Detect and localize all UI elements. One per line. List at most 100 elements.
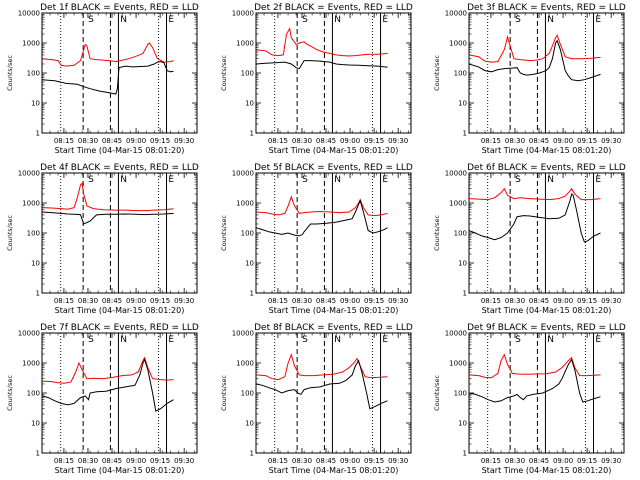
- marker-label: E: [168, 175, 174, 185]
- x-tick-label: 08:30: [505, 457, 525, 465]
- panel-8: Det 8f BLACK = Events, RED = LLD Counts/s…: [220, 323, 413, 475]
- panel-title: Det 2f BLACK = Events, RED = LLD: [254, 3, 413, 13]
- marker-label: S: [515, 335, 521, 345]
- y-tick-label: 10000: [445, 10, 467, 18]
- x-tick-label: 09:30: [601, 297, 621, 305]
- events-series-line: [256, 60, 388, 70]
- panel-1: Det 1f BLACK = Events, RED = LLD Counts/s…: [6, 3, 199, 155]
- x-tick-label: 09:30: [174, 137, 194, 145]
- x-axis-label: Start Time (04-Mar-15 08:01:20): [269, 146, 399, 155]
- x-tick-label: 08:30: [78, 137, 98, 145]
- x-tick-label: 08:45: [102, 457, 122, 465]
- y-tick-label: 1000: [449, 360, 467, 368]
- lld-series-line: [469, 187, 601, 201]
- plot-frame: [255, 172, 412, 294]
- x-tick-label: 09:00: [126, 297, 146, 305]
- y-tick-label: 10: [458, 100, 467, 108]
- y-tick-label: 100: [241, 390, 254, 398]
- marker-label: S: [302, 335, 308, 345]
- marker-label: S: [302, 15, 308, 25]
- events-series-line: [42, 61, 174, 95]
- x-tick-label: 09:15: [364, 137, 384, 145]
- x-tick-label: 09:15: [577, 297, 597, 305]
- plot-frame: [41, 12, 198, 134]
- marker-label: N: [334, 175, 341, 185]
- marker-label: E: [595, 335, 601, 345]
- y-tick-label: 1: [250, 130, 254, 138]
- x-tick-label: 09:30: [388, 137, 408, 145]
- marker-label: N: [547, 15, 554, 25]
- x-tick-label: 09:30: [388, 457, 408, 465]
- marker-label: E: [595, 175, 601, 185]
- panel-title: Det 8f BLACK = Events, RED = LLD: [254, 323, 413, 333]
- y-tick-label: 1000: [22, 360, 40, 368]
- panel-title: Det 1f BLACK = Events, RED = LLD: [40, 3, 199, 13]
- x-tick-label: 08:45: [316, 297, 336, 305]
- plot-frame: [41, 172, 198, 294]
- y-tick-label: 1000: [449, 40, 467, 48]
- x-axis-label: Start Time (04-Mar-15 08:01:20): [55, 466, 185, 475]
- events-series-line: [42, 358, 174, 412]
- x-tick-label: 09:15: [364, 297, 384, 305]
- y-tick-label: 1: [36, 130, 40, 138]
- y-tick-label: 10000: [232, 10, 254, 18]
- lld-series-line: [42, 42, 174, 67]
- y-tick-label: 100: [454, 70, 467, 78]
- y-axis-label: Counts/sec: [220, 375, 228, 411]
- lld-series-line: [42, 356, 174, 384]
- marker-label: E: [382, 335, 388, 345]
- y-tick-label: 10: [458, 420, 467, 428]
- marker-label: S: [515, 15, 521, 25]
- marker-label: E: [168, 335, 174, 345]
- plot-frame: [255, 332, 412, 454]
- marker-label: E: [382, 15, 388, 25]
- y-tick-label: 10000: [232, 170, 254, 178]
- y-tick-label: 1000: [236, 40, 254, 48]
- x-tick-label: 08:45: [316, 137, 336, 145]
- x-tick-label: 09:30: [174, 297, 194, 305]
- panel-title: Det 9f BLACK = Events, RED = LLD: [467, 323, 626, 333]
- x-tick-label: 08:30: [78, 297, 98, 305]
- marker-label: N: [547, 175, 554, 185]
- events-series-line: [469, 358, 601, 403]
- x-tick-label: 08:15: [268, 457, 288, 465]
- x-axis-label: Start Time (04-Mar-15 08:01:20): [482, 146, 612, 155]
- y-tick-label: 100: [27, 230, 40, 238]
- x-tick-label: 08:45: [529, 137, 549, 145]
- y-axis-label: Counts/sec: [6, 55, 14, 91]
- y-tick-label: 1000: [22, 200, 40, 208]
- y-tick-label: 10000: [18, 10, 40, 18]
- events-series-line: [469, 39, 601, 82]
- x-tick-label: 08:30: [78, 457, 98, 465]
- plot-frame: [468, 172, 625, 294]
- panel-title: Det 4f BLACK = Events, RED = LLD: [40, 163, 199, 173]
- x-tick-label: 09:00: [340, 137, 360, 145]
- y-tick-label: 10: [31, 100, 40, 108]
- lld-series-line: [256, 195, 388, 217]
- plot-frame: [41, 332, 198, 454]
- lld-series-line: [256, 353, 388, 381]
- x-tick-label: 08:30: [292, 137, 312, 145]
- y-tick-label: 1000: [22, 40, 40, 48]
- x-axis-label: Start Time (04-Mar-15 08:01:20): [55, 146, 185, 155]
- x-tick-label: 08:15: [54, 137, 74, 145]
- panel-9: Det 9f BLACK = Events, RED = LLD Counts/s…: [433, 323, 626, 475]
- events-series-line: [42, 211, 174, 225]
- plot-frame: [468, 12, 625, 134]
- x-tick-label: 08:15: [54, 297, 74, 305]
- y-tick-label: 100: [454, 390, 467, 398]
- y-tick-label: 100: [241, 70, 254, 78]
- x-axis-label: Start Time (04-Mar-15 08:01:20): [269, 466, 399, 475]
- panel-title: Det 7f BLACK = Events, RED = LLD: [40, 323, 199, 333]
- marker-label: N: [120, 15, 127, 25]
- marker-label: S: [88, 335, 94, 345]
- marker-label: N: [334, 15, 341, 25]
- x-tick-label: 09:15: [150, 137, 170, 145]
- y-tick-label: 10: [245, 100, 254, 108]
- y-axis-label: Counts/sec: [433, 215, 441, 251]
- panel-4: Det 4f BLACK = Events, RED = LLD Counts/s…: [6, 163, 199, 315]
- y-tick-label: 1: [463, 130, 467, 138]
- events-series-line: [469, 193, 601, 243]
- y-tick-label: 1000: [236, 360, 254, 368]
- y-tick-label: 1: [36, 450, 40, 458]
